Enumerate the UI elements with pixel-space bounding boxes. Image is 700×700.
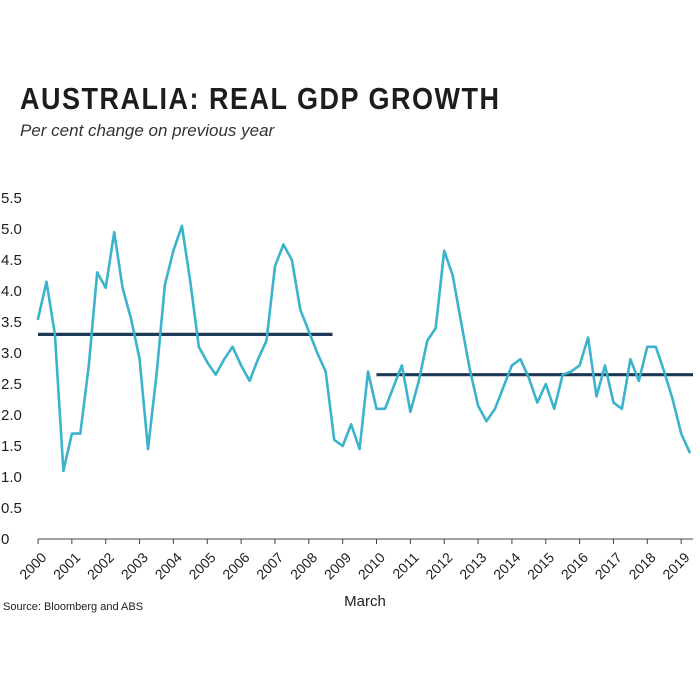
x-tick-label: 2007 xyxy=(253,549,286,582)
x-tick-label: 2012 xyxy=(422,549,455,582)
x-tick-label: 2000 xyxy=(16,549,49,582)
y-tick-label: 2.5 xyxy=(1,376,22,393)
y-tick-label: 1.0 xyxy=(1,469,22,486)
x-tick-label: 2001 xyxy=(50,549,83,582)
x-axis-label: March xyxy=(344,593,386,610)
x-tick-label: 2010 xyxy=(355,549,388,582)
x-tick-label: 2005 xyxy=(185,549,218,582)
x-tick-label: 2018 xyxy=(625,549,658,582)
x-tick-label: 2009 xyxy=(321,549,354,582)
gdp-growth-series-line xyxy=(36,224,691,473)
y-axis-ticks: 0 0.5 1.0 1.5 2.0 2.5 3.0 3.5 4.0 4.5 5.0 5.5 xyxy=(1,190,22,548)
source-note: Source: Bloomberg and ABS xyxy=(3,601,144,613)
y-tick-label: 1.5 xyxy=(1,438,22,455)
y-tick-label: 4.0 xyxy=(1,283,22,300)
y-tick-label: 3.5 xyxy=(1,314,22,331)
x-tick-label: 2004 xyxy=(152,549,185,582)
y-tick-label: 3.0 xyxy=(1,345,22,362)
x-tick-label: 2008 xyxy=(287,549,320,582)
y-tick-label: 4.5 xyxy=(1,252,22,269)
chart-subtitle: Per cent change on previous year xyxy=(20,121,275,140)
x-tick-label: 2006 xyxy=(219,549,252,582)
x-tick-label: 2014 xyxy=(490,549,523,582)
y-tick-label: 0 xyxy=(1,531,9,548)
x-tick-label: 2017 xyxy=(592,549,625,582)
y-tick-label: 5.5 xyxy=(1,190,22,207)
x-tick-label: 2015 xyxy=(524,549,557,582)
y-tick-label: 5.0 xyxy=(1,221,22,238)
chart-title: AUSTRALIA: REAL GDP GROWTH xyxy=(20,82,501,116)
x-tick-label: 2002 xyxy=(84,549,117,582)
x-tick-label: 2003 xyxy=(118,549,151,582)
x-tick-label: 2013 xyxy=(456,549,489,582)
y-tick-label: 2.0 xyxy=(1,407,22,424)
y-tick-label: 0.5 xyxy=(1,500,22,517)
x-tick-label: 2011 xyxy=(389,549,422,582)
x-tick-label: 2016 xyxy=(558,549,591,582)
x-tick-label: 2019 xyxy=(659,549,692,582)
x-axis-ticks: 2000 2001 2002 2003 2004 2005 2006 2007 2008 2009… xyxy=(16,539,693,583)
